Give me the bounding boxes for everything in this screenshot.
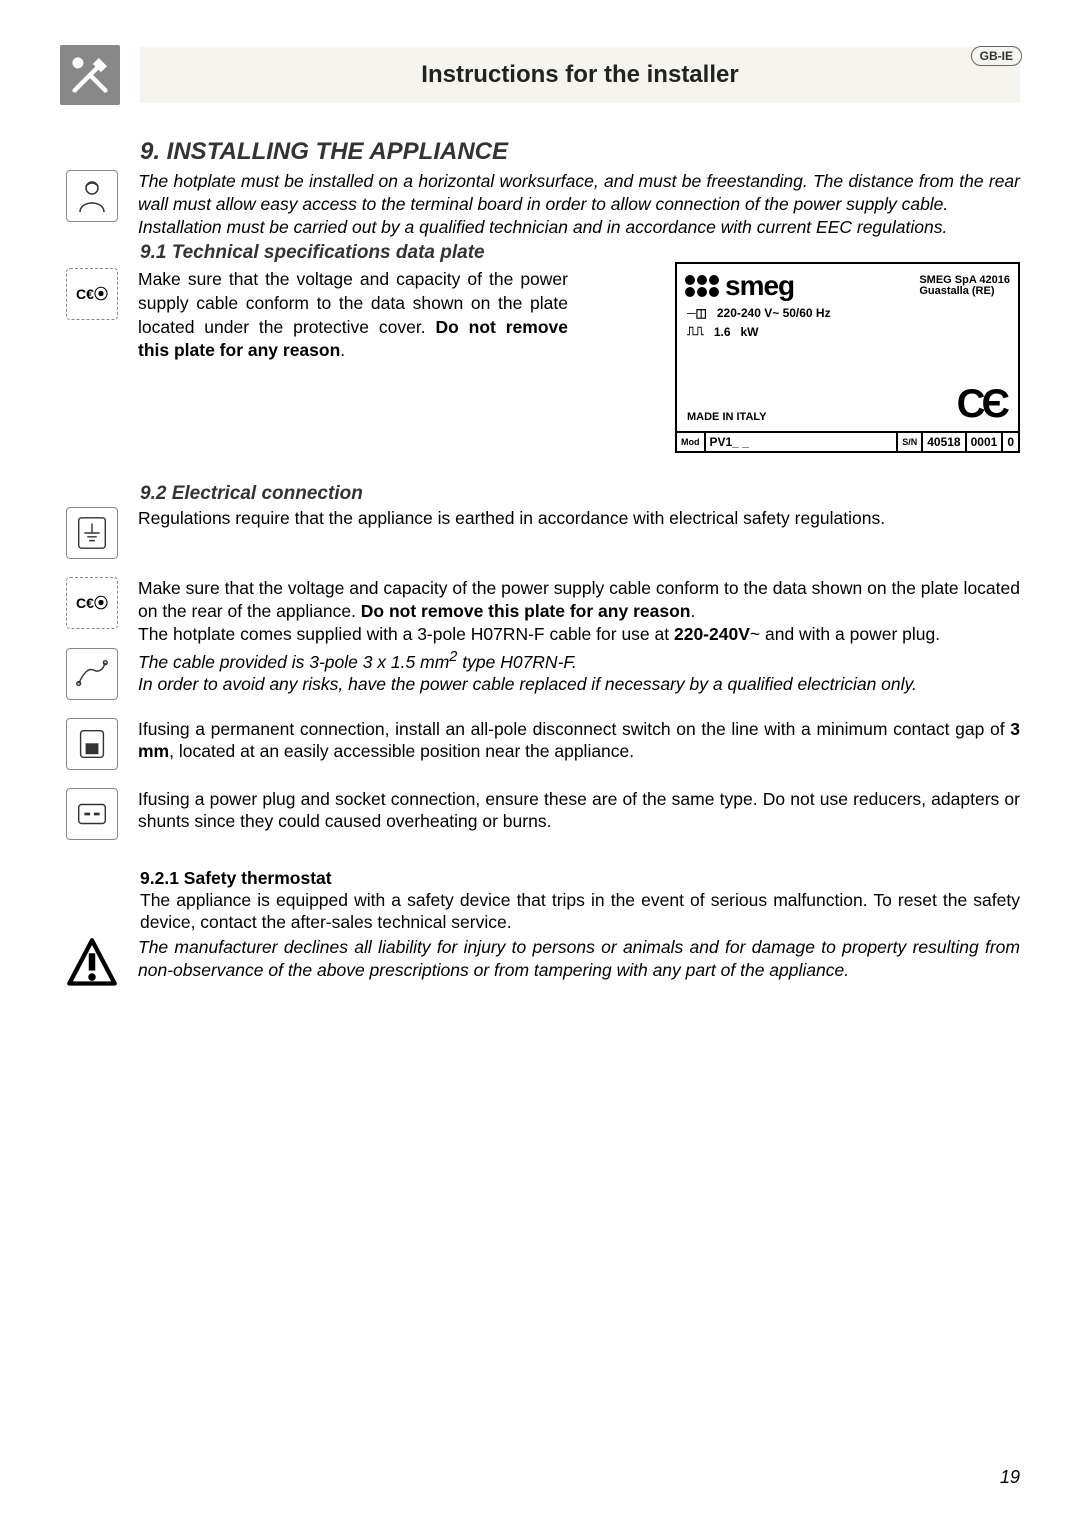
cable-icon [66, 648, 118, 700]
mod-label: Mod [677, 433, 706, 451]
dots-icon [685, 275, 719, 297]
p92-4b: In order to avoid any risks, have the po… [138, 673, 1020, 696]
mod-val: PV1_ _ [706, 433, 899, 451]
sn-b: 0001 [967, 433, 1004, 451]
sn-label: S/N [898, 433, 923, 451]
earth-icon [66, 507, 118, 559]
t: The hotplate comes supplied with a 3-pol… [138, 624, 674, 644]
made-in: MADE IN ITALY [687, 411, 766, 423]
language-badge: GB-IE [971, 46, 1022, 66]
p92-4: The cable provided is 3-pole 3 x 1.5 mm2… [138, 648, 1020, 674]
t: , located at an easily accessible positi… [169, 741, 634, 761]
subheading-9-1: 9.1 Technical specifications data plate [140, 242, 1020, 264]
t: . [340, 340, 345, 360]
ce-mark: CЄ [957, 382, 1006, 427]
data-plate: smeg SMEG SpA 42016 Guastalla (RE) ─◫ 22… [675, 262, 1020, 453]
intro-text-2: Installation must be carried out by a qu… [138, 216, 1020, 239]
t: . [690, 601, 695, 621]
tools-icon [60, 45, 120, 105]
t: 220-240V [674, 624, 750, 644]
warning-icon [65, 936, 119, 990]
p92-1: Regulations require that the appliance i… [138, 507, 1020, 530]
page-number: 19 [1000, 1467, 1020, 1488]
t: Do not remove this plate for any reason [361, 601, 691, 621]
brand-logo: smeg [725, 270, 794, 302]
t: Ifusing a permanent connection, install … [138, 719, 1010, 739]
t: type H07RN-F. [457, 651, 576, 671]
wave-icon: ⎍⎍ [687, 324, 704, 339]
section-9-heading: 9. INSTALLING THE APPLIANCE [140, 138, 1020, 166]
plate-voltage: 220-240 V~ 50/60 Hz [717, 306, 831, 320]
t: The cable provided is 3-pole 3 x 1.5 mm [138, 651, 449, 671]
ce-plate-icon: C€⦿ [66, 268, 118, 320]
installer-person-icon [66, 170, 118, 222]
subheading-9-2-1: 9.2.1 Safety thermostat [140, 868, 1020, 889]
sub91-text: Make sure that the voltage and capacity … [138, 268, 568, 363]
plug-icon: ─◫ [687, 306, 707, 320]
p92-6: Ifusing a power plug and socket connecti… [138, 788, 1020, 834]
plate-power-val: 1.6 [714, 325, 731, 339]
brand-addr2: Guastalla (RE) [919, 286, 1010, 297]
header-bar: Instructions for the installer [140, 47, 1020, 103]
p921-1: The appliance is equipped with a safety … [140, 889, 1020, 935]
p92-5: Ifusing a permanent connection, install … [138, 718, 1020, 764]
p92-2: Make sure that the voltage and capacity … [138, 577, 1020, 623]
sn-c: 0 [1003, 433, 1018, 451]
p92-3: The hotplate comes supplied with a 3-pol… [138, 623, 1020, 646]
intro-text-1: The hotplate must be installed on a hori… [138, 170, 1020, 216]
plate-power-unit: kW [741, 325, 759, 339]
t: ~ and with a power plug. [750, 624, 940, 644]
subheading-9-2: 9.2 Electrical connection [140, 483, 1020, 505]
page-title: Instructions for the installer [421, 61, 738, 89]
p921-2: The manufacturer declines all liability … [138, 936, 1020, 982]
ce-plate-icon-2: C€⦿ [66, 577, 118, 629]
switch-icon [66, 718, 118, 770]
sn-a: 40518 [923, 433, 966, 451]
plug-socket-icon [66, 788, 118, 840]
